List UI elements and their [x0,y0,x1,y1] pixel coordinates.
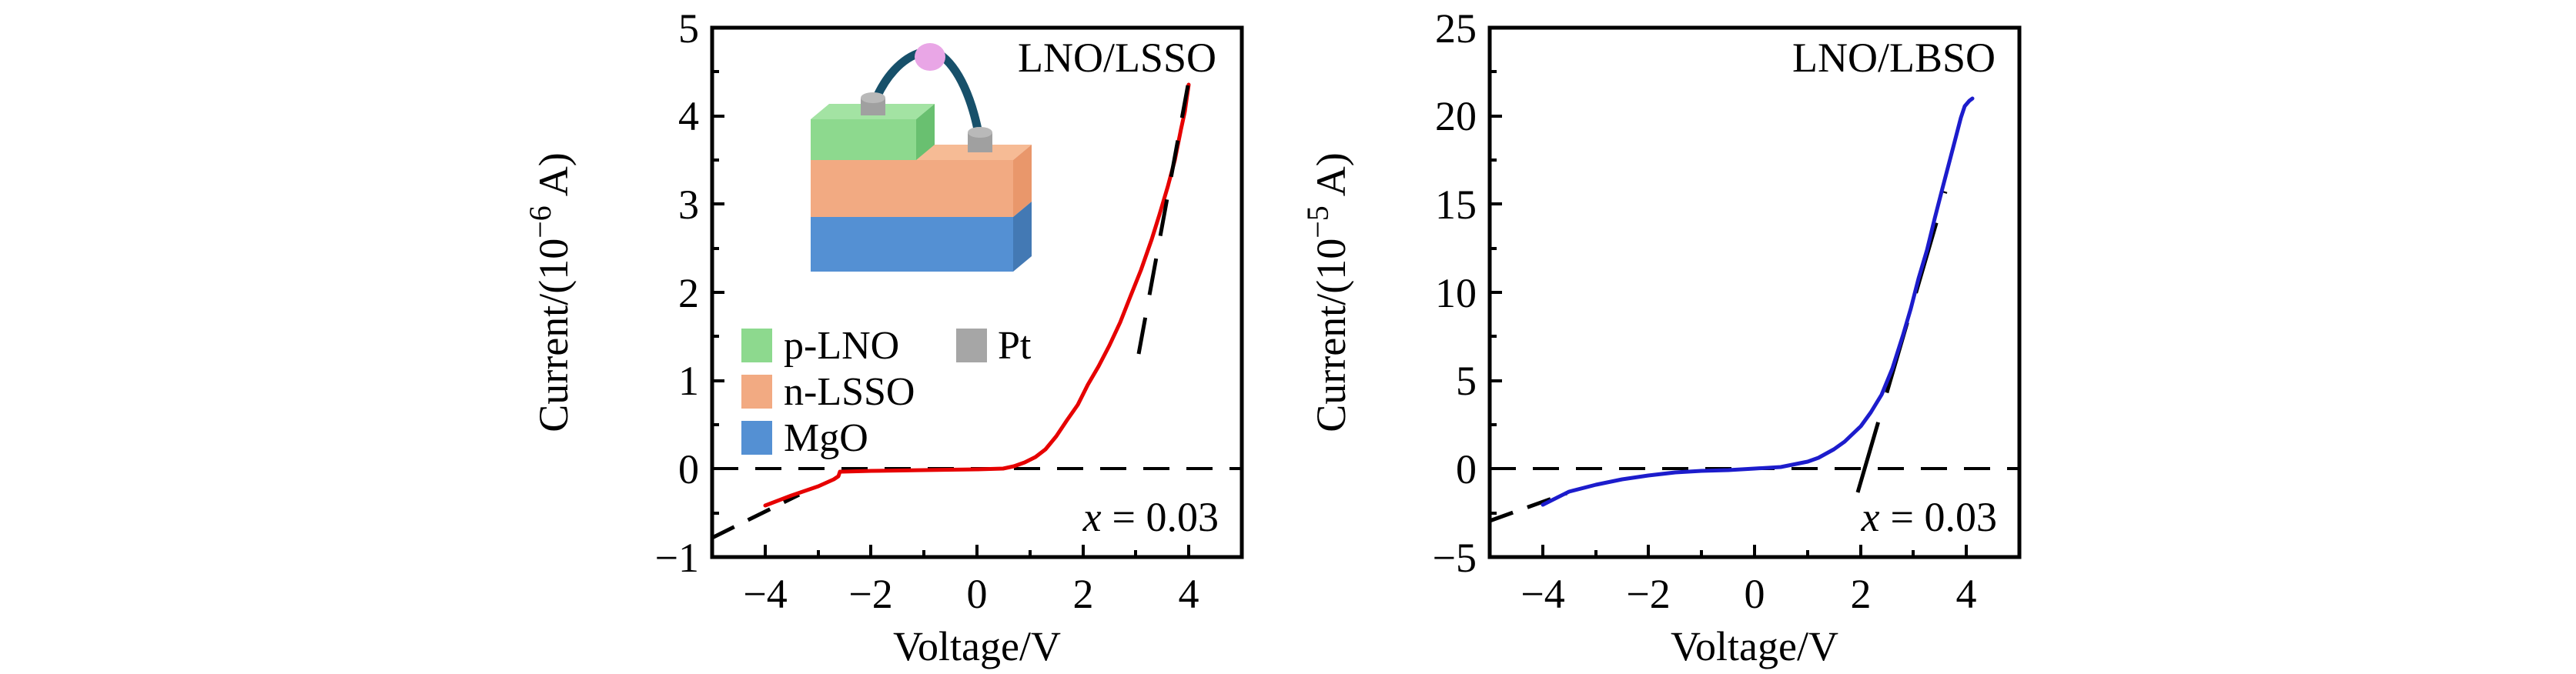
legend-swatch-pt [956,329,987,362]
p-lno-layer-side [916,104,935,160]
ytick-label: −5 [1433,535,1477,581]
ytick-label: −1 [655,535,699,581]
device-schematic-inset [811,43,1032,272]
axes-frame [1487,25,2022,559]
n-lsso-layer [811,160,1013,217]
legend-swatch-n-lsso [741,375,772,409]
reverse-tangent-line [711,492,801,540]
ytick-label: 25 [1435,5,1477,52]
legend-label-mgo: MgO [784,416,868,460]
exponent: −6 [523,205,557,239]
composition-annotation: x = 0.03 [1861,494,1997,540]
xtick-label: 0 [967,571,988,617]
ytick-label: 0 [1456,446,1477,492]
probe-junction-bulb [915,43,945,71]
p-lno-layer [811,119,916,160]
n-lsso-layer-side [1013,145,1032,217]
panel-title: LNO/LBSO [1792,35,1996,81]
ytick-label: 2 [678,270,699,316]
x-axis-title: Voltage/V [893,623,1061,669]
xtick-label: 0 [1745,571,1765,617]
ytick-label: 0 [678,446,699,492]
ytick-label: 20 [1435,93,1477,139]
axis-ticks [712,26,1190,559]
panel-title: LNO/LSSO [1018,35,1216,81]
legend-swatch-p-lno [741,329,772,362]
axes-frame [710,25,1244,559]
ytick-label: 3 [678,182,699,228]
panel-lsso: 5 4 3 2 1 0 −1 −4 −2 0 2 4 Voltage/V Cur… [523,5,1244,669]
y-axis-title: Current/(10−5A) [1300,152,1354,432]
xtick-label: −2 [848,571,892,617]
pt-electrode-right [968,127,992,152]
ytick-label: 10 [1435,270,1477,316]
legend-label-pt: Pt [998,324,1032,368]
xtick-label: 2 [1851,571,1872,617]
xtick-label: −4 [743,571,787,617]
iv-curve-lbso [1541,96,1975,507]
xtick-label: 2 [1073,571,1094,617]
legend-label-n-lsso: n-LSSO [784,370,915,414]
right-probe-wire [935,49,984,142]
ytick-label: 5 [678,5,699,52]
xtick-label: −2 [1626,571,1670,617]
xtick-label: 4 [1179,571,1199,617]
ytick-label: 15 [1435,182,1477,228]
xtick-label: 4 [1956,571,1977,617]
ytick-label: 4 [678,93,699,139]
forward-tangent-line [1136,85,1190,355]
iv-curve-lsso [763,82,1191,508]
legend: p-LNO n-LSSO MgO Pt [741,324,1032,460]
legend-swatch-mgo [741,421,772,455]
x-axis-title: Voltage/V [1671,623,1838,669]
mgo-layer [811,217,1013,272]
exponent: −5 [1300,205,1335,239]
composition-annotation: x = 0.03 [1082,494,1219,540]
ytick-label: 5 [1456,358,1477,404]
axis-ticks [1490,26,1968,559]
legend-label-p-lno: p-LNO [784,324,899,368]
reverse-tangent-line [1489,491,1567,523]
ytick-label: 1 [678,358,699,404]
panel-lbso: 25 20 15 10 5 0 −5 −4 −2 0 2 4 Voltage/V… [1300,5,2022,669]
xtick-label: −4 [1521,571,1564,617]
y-axis-title: Current/(10−6A) [523,152,577,432]
mgo-layer-side [1013,202,1032,272]
pt-electrode-left [861,92,885,115]
